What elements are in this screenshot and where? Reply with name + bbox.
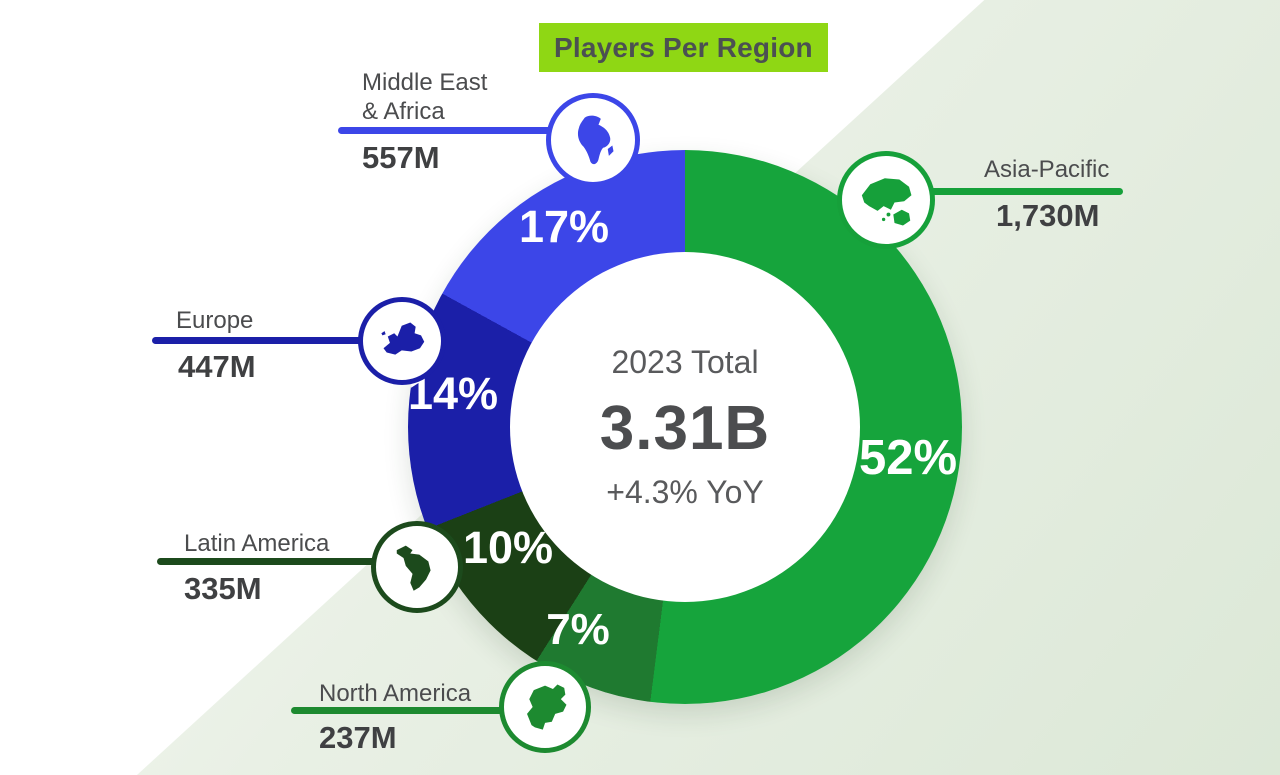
segment-label-asia-pacific: 52% xyxy=(858,431,958,485)
region-name-asia-pacific: Asia-Pacific xyxy=(984,156,1110,183)
center-yoy-growth: +4.3% YoY xyxy=(606,473,764,510)
center-total-value: 3.31B xyxy=(599,393,771,463)
leader-line-latin-america xyxy=(157,558,419,565)
center-year-label: 2023 Total xyxy=(611,343,759,380)
europe-map-icon xyxy=(358,297,446,385)
asia-pacific-map-icon xyxy=(837,151,935,249)
region-value-north-america: 237M xyxy=(319,720,397,755)
africa-map-icon xyxy=(546,93,640,187)
segment-label-middle-east-africa: 17% xyxy=(518,201,610,252)
leader-line-middle-east-africa xyxy=(338,127,592,134)
region-name-latin-america: Latin America xyxy=(184,530,330,557)
region-value-asia-pacific: 1,730M xyxy=(996,198,1100,233)
region-value-middle-east-africa: 557M xyxy=(362,140,440,175)
region-name-europe: Europe xyxy=(176,307,254,334)
segment-label-north-america: 7% xyxy=(546,605,610,654)
leader-line-europe xyxy=(152,337,404,344)
segment-label-latin-america: 10% xyxy=(462,522,554,573)
region-value-europe: 447M xyxy=(178,349,256,384)
leader-line-asia-pacific xyxy=(886,188,1123,195)
region-value-latin-america: 335M xyxy=(184,571,262,606)
north-america-map-icon xyxy=(499,661,591,753)
region-name-north-america: North America xyxy=(319,680,472,707)
donut-center: 2023 Total 3.31B +4.3% YoY xyxy=(510,252,860,602)
latin-america-map-icon xyxy=(371,521,463,613)
chart-title: Players Per Region xyxy=(539,23,828,72)
region-name-middle-east-africa: Middle East & Africa xyxy=(362,69,488,126)
leader-line-north-america xyxy=(291,707,547,714)
